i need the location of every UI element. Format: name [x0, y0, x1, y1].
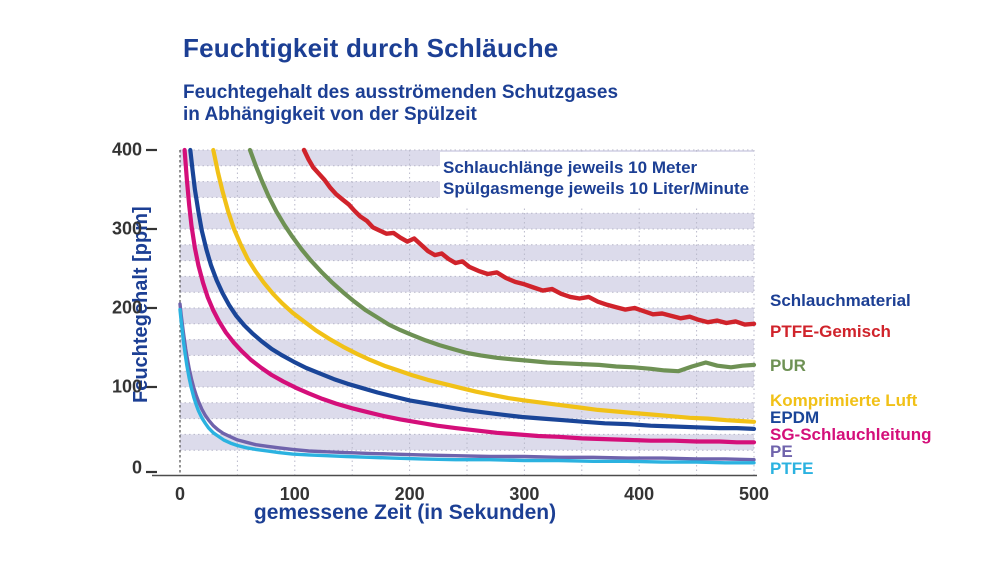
background-band: [180, 276, 754, 293]
series-ptfe-gemisch: [301, 147, 757, 327]
background-band: [180, 244, 754, 261]
plot-annotation: Schlauchlänge jeweils 10 Meter Spülgasme…: [443, 157, 749, 199]
series-ptfe: [178, 307, 756, 465]
chart-subtitle-line2: in Abhängigkeit von der Spülzeit: [183, 104, 477, 125]
legend-item-pur: PUR: [770, 356, 806, 375]
x-tick-label: 100: [279, 484, 310, 504]
plot-annotation-line1: Schlauchlänge jeweils 10 Meter: [443, 158, 698, 177]
chart-subtitle: Feuchtegehalt des ausströmenden Schutzga…: [183, 82, 618, 126]
series-epdm: [188, 147, 757, 431]
x-axis-label: gemessene Zeit (in Sekunden): [253, 501, 557, 524]
legend-item-ptfe-gemisch: PTFE-Gemisch: [770, 322, 891, 341]
page-title: Feuchtigkeit durch Schläuche: [183, 33, 559, 63]
x-tick-label: 500: [738, 484, 770, 504]
y-tick-label: 0: [131, 457, 142, 478]
x-tick-label: 400: [624, 484, 655, 504]
y-tick-label: 100: [111, 376, 142, 397]
background-band: [180, 213, 754, 229]
x-tick-label: 200: [394, 484, 425, 504]
annotation-backdrop: [440, 152, 754, 206]
chart-subtitle-line1: Feuchtegehalt des ausströmenden Schutzga…: [183, 82, 619, 103]
series-sg-schlauchleitung: [182, 147, 757, 445]
legend-title: Schlauchmaterial: [770, 291, 911, 310]
legend-item-sg-schlauchleitung: SG-Schlauchleitung: [770, 425, 932, 444]
legend-item-ptfe: PTFE: [770, 459, 814, 478]
series-komprimierte-luft: [211, 147, 757, 424]
legend-item-epdm: EPDM: [770, 408, 820, 427]
y-tick-label: 200: [111, 297, 142, 318]
x-tick-label: 0: [174, 484, 186, 504]
legend-item-komprimierte-luft: Komprimierte Luft: [770, 391, 918, 410]
y-tick-label: 400: [111, 139, 142, 160]
y-tick-label: 300: [111, 218, 142, 239]
background-band: [180, 308, 754, 324]
legend-item-pe: PE: [770, 442, 793, 461]
x-tick-label: 300: [509, 484, 540, 504]
plot-annotation-line2: Spülgasmenge jeweils 10 Liter/Minute: [443, 179, 750, 198]
series-pur: [247, 147, 757, 374]
background-band: [180, 339, 754, 356]
